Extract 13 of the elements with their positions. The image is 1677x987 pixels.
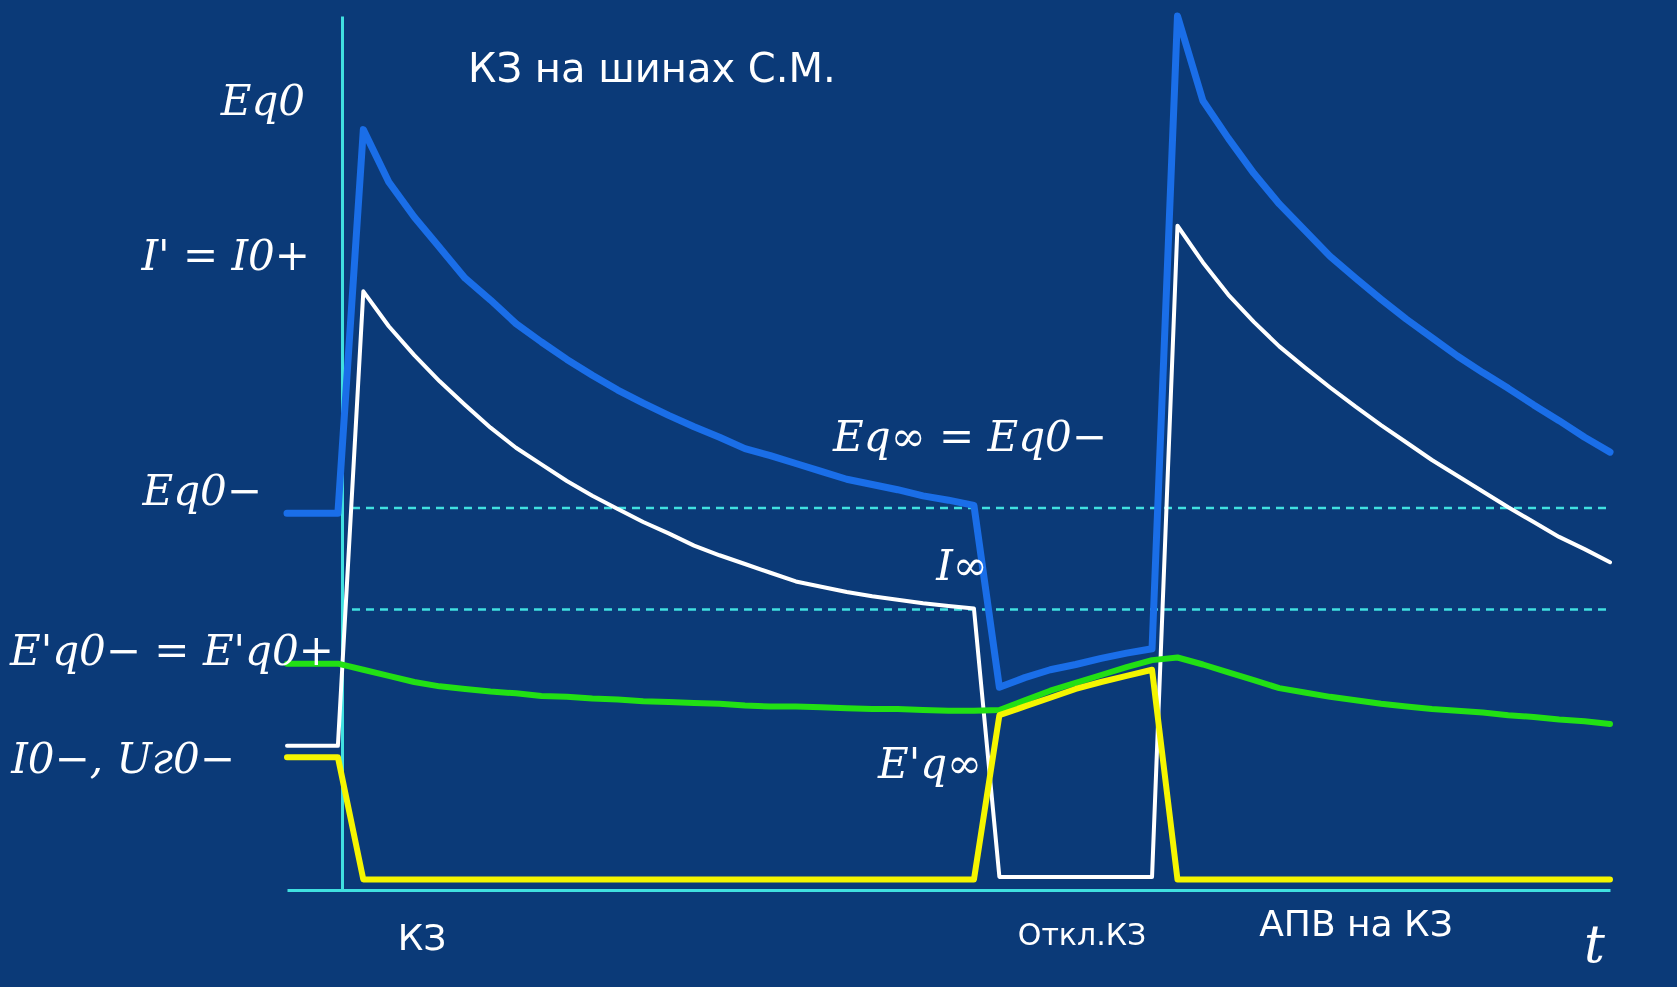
- annotation: E'q∞: [876, 739, 983, 788]
- x-axis-title: t: [1584, 913, 1606, 974]
- text: I0−, Uг0−: [10, 734, 235, 783]
- text: АПВ на КЗ: [1259, 903, 1453, 944]
- text: Eq0−: [141, 466, 262, 515]
- annotation: Eq0: [219, 76, 305, 125]
- text: КЗ: [397, 917, 447, 958]
- annotation: I∞: [935, 541, 988, 590]
- text: КЗ на шинах С.М.: [468, 45, 836, 91]
- annotation: Eq∞ = Eq0−: [832, 412, 1107, 461]
- annotation: I' = I0+: [140, 231, 310, 280]
- annotation: E'q0− = E'q0+: [9, 626, 334, 675]
- text: Откл.КЗ: [1017, 917, 1147, 952]
